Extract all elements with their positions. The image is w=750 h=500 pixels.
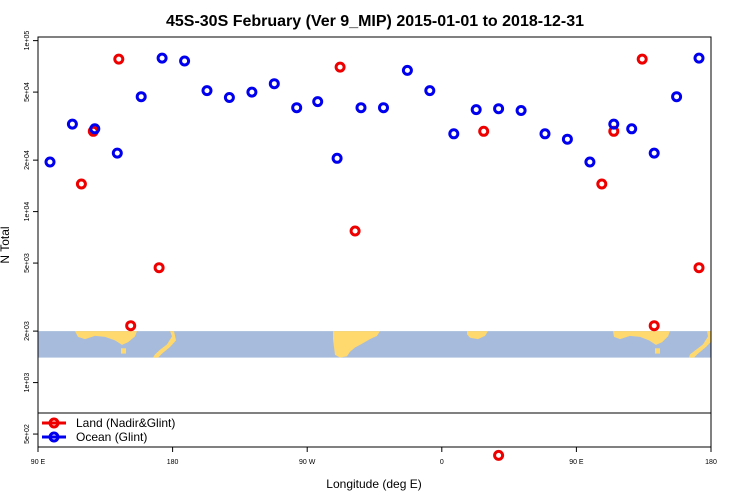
y-tick-label: 1e+03: [24, 373, 31, 393]
x-axis-ticks: 90 E 180 90 W 0 90 E 180: [31, 447, 717, 466]
ocean-point: [626, 123, 638, 135]
x-axis-label: Longitude (deg E): [326, 477, 421, 491]
x-tick-label: 180: [705, 459, 717, 466]
ocean-point: [201, 85, 213, 97]
ocean-point: [648, 147, 660, 159]
ocean-point: [608, 118, 620, 130]
ocean-point: [312, 96, 324, 108]
land-tasmania-east: [655, 348, 660, 354]
land-point: [334, 61, 346, 73]
ocean-point: [179, 55, 191, 67]
ocean-point: [448, 128, 460, 140]
ocean-point: [331, 152, 343, 164]
land-point: [153, 262, 165, 274]
ocean-point: [291, 102, 303, 114]
y-tick-label: 5e+03: [24, 253, 31, 273]
chart-title: 45S-30S February (Ver 9_MIP) 2015-01-01 …: [166, 13, 584, 30]
y-tick-label: 5e+02: [24, 424, 31, 444]
ocean-point: [539, 128, 551, 140]
x-tick-label: 90 E: [569, 459, 584, 466]
land-point: [648, 320, 660, 332]
ocean-point: [223, 92, 235, 103]
ocean-point: [401, 64, 413, 76]
y-axis-ticks: 5e+02 1e+03 2e+03 5e+03 1e+04 2e+04 5e+04 1e+05: [24, 31, 38, 444]
world-map-band: [38, 331, 711, 358]
ocean-point: [693, 52, 705, 64]
land-point: [493, 449, 505, 461]
ocean-point: [44, 156, 56, 168]
ocean-point: [246, 86, 258, 98]
ocean-point: [89, 123, 101, 135]
legend-land-label: Land (Nadir&Glint): [76, 416, 175, 430]
land-point: [113, 53, 125, 65]
y-tick-label: 2e+04: [24, 150, 31, 170]
ocean-point: [135, 91, 147, 103]
x-tick-label: 180: [167, 459, 179, 466]
land-south-america: [333, 331, 380, 358]
land-point: [75, 178, 87, 190]
data-points: [44, 52, 705, 461]
land-point: [349, 225, 361, 237]
land-new-zealand-east: [689, 331, 711, 358]
ocean-point: [156, 52, 168, 64]
land-point: [478, 125, 490, 137]
land-point: [693, 262, 705, 274]
land-point: [596, 178, 608, 190]
legend-land-marker: [48, 417, 60, 429]
land-australia-west: [75, 331, 137, 345]
ocean-point: [355, 102, 367, 114]
legend: Land (Nadir&Glint) Ocean (Glint): [42, 416, 175, 444]
plot-frame: [37, 36, 712, 448]
ocean-point: [268, 78, 280, 90]
y-axis-label: N Total: [0, 226, 12, 263]
land-africa: [467, 331, 488, 340]
ocean-point: [66, 118, 78, 130]
ocean-point: [111, 147, 123, 159]
land-new-zealand-west: [153, 331, 176, 358]
x-tick-label: 90 E: [31, 459, 46, 466]
land-tasmania-west: [121, 348, 126, 354]
land-australia-east: [613, 331, 670, 345]
ocean-point: [561, 133, 573, 145]
land-point: [636, 53, 648, 65]
ocean-point: [470, 104, 482, 116]
y-tick-label: 1e+04: [24, 202, 31, 222]
map-land: [75, 331, 711, 358]
ocean-point: [378, 102, 389, 114]
ocean-point: [515, 105, 527, 116]
legend-ocean-marker: [48, 431, 60, 443]
y-tick-label: 1e+05: [24, 31, 31, 51]
x-tick-label: 90 W: [299, 459, 316, 466]
legend-ocean-label: Ocean (Glint): [76, 430, 147, 444]
x-tick-label: 0: [440, 459, 444, 466]
y-tick-label: 2e+03: [24, 321, 31, 341]
land-point: [125, 320, 137, 332]
ocean-point: [424, 85, 436, 97]
y-tick-label: 5e+04: [24, 82, 31, 102]
ocean-point: [671, 91, 683, 103]
ocean-point: [584, 156, 596, 168]
ocean-point: [493, 103, 505, 115]
